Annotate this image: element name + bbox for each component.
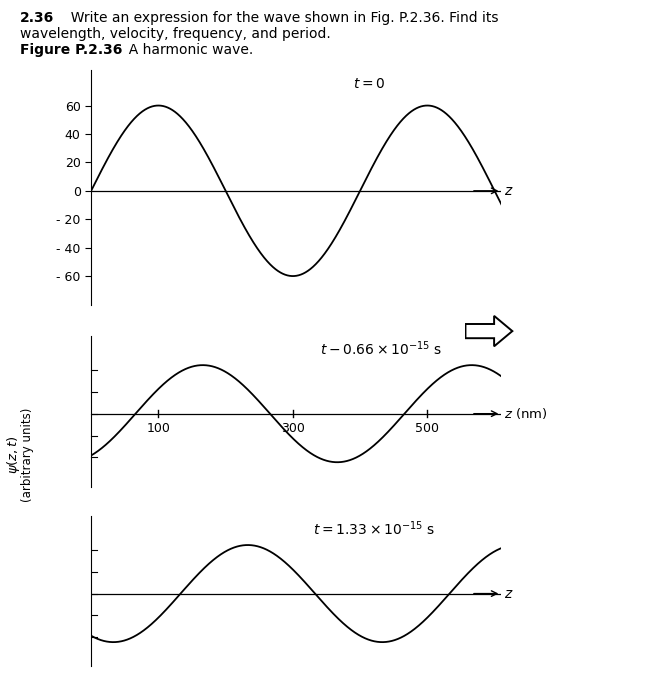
Text: 2.36: 2.36	[20, 11, 54, 25]
Text: z: z	[504, 587, 511, 601]
Text: wavelength, velocity, frequency, and period.: wavelength, velocity, frequency, and per…	[20, 27, 330, 41]
Text: $\psi(z, t)$: $\psi(z, t)$	[5, 435, 22, 475]
Text: Write an expression for the wave shown in Fig. P.2.36. Find its: Write an expression for the wave shown i…	[62, 11, 499, 25]
Text: 300: 300	[281, 422, 305, 435]
Text: z: z	[504, 184, 511, 198]
Text: $\mathit{t} - 0.66 \times 10^{-15}$ s: $\mathit{t} - 0.66 \times 10^{-15}$ s	[320, 340, 442, 358]
Text: A harmonic wave.: A harmonic wave.	[120, 43, 254, 57]
FancyArrow shape	[465, 316, 512, 346]
Text: $z$ (nm): $z$ (nm)	[504, 406, 547, 421]
Text: Figure P.2.36: Figure P.2.36	[20, 43, 122, 57]
Text: (arbitrary units): (arbitrary units)	[21, 408, 34, 502]
Text: $\mathit{t} = 0$: $\mathit{t} = 0$	[353, 77, 385, 91]
Text: 500: 500	[415, 422, 439, 435]
Text: $\mathit{t} = 1.33 \times 10^{-15}$ s: $\mathit{t} = 1.33 \times 10^{-15}$ s	[313, 520, 435, 538]
Text: 100: 100	[146, 422, 171, 435]
